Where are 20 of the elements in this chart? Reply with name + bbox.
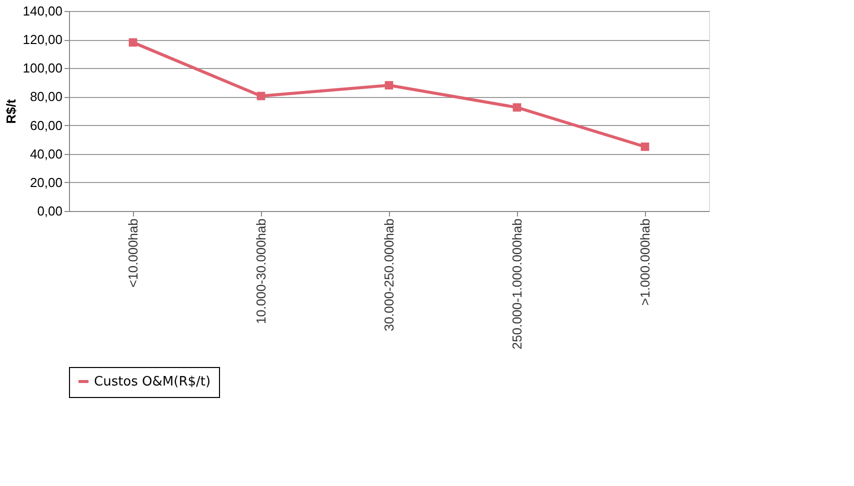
x-tick-label: >1.000.000hab: [638, 218, 652, 306]
point: [512, 103, 522, 112]
y-axis-title: R$/t: [4, 98, 19, 124]
x-tick-label: 250.000-1.000.000hab: [510, 218, 524, 350]
y-tick-label: 120,00: [22, 32, 62, 48]
point: [256, 92, 266, 100]
y-tick-label: 40,00: [30, 146, 62, 162]
y-tick-label: 0,00: [37, 204, 62, 218]
y-tick-label: 140,00: [22, 4, 62, 18]
point: [128, 38, 138, 47]
y-tick-label: 20,00: [30, 174, 62, 190]
point: [640, 142, 650, 151]
x-tick-label: <10.000hab: [126, 218, 140, 288]
y-tick-label: 60,00: [30, 118, 62, 133]
x-tick-label: 10.000-30.000hab: [254, 218, 268, 324]
x-tick-label: 30.000-250.000hab: [382, 218, 396, 332]
point: [384, 81, 394, 90]
legend-label: Custos O&M(R$/t): [94, 374, 211, 390]
y-tick-label: 100,00: [22, 60, 62, 76]
y-tick-label: 80,00: [30, 89, 62, 104]
